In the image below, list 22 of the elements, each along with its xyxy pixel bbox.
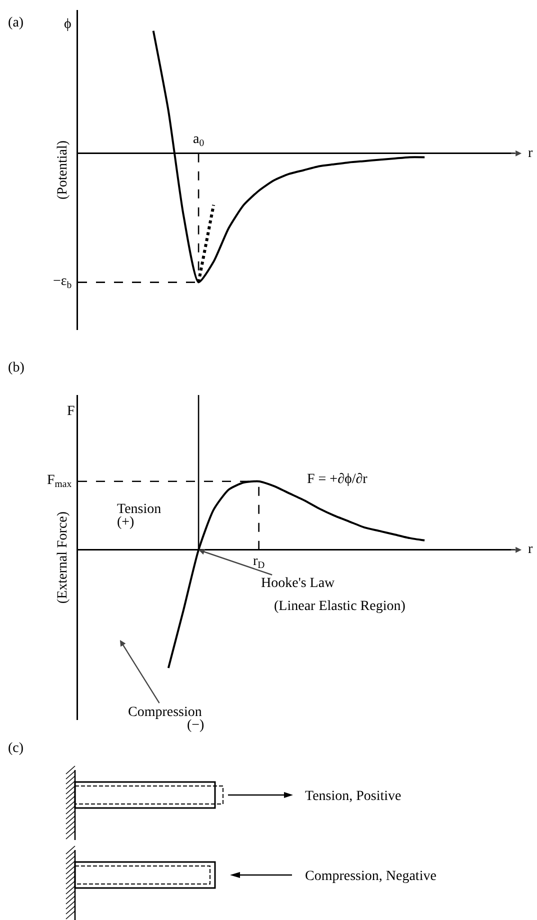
text: (−) bbox=[187, 718, 205, 733]
chart-title: (a) bbox=[8, 16, 24, 31]
text: F bbox=[67, 404, 75, 419]
annotation: (Linear Elastic Region) bbox=[274, 599, 406, 614]
text: r bbox=[528, 146, 533, 161]
ref-line-label: F$_{max}$ bbox=[47, 473, 72, 490]
annotation: F = +∂ϕ/∂r bbox=[307, 472, 368, 487]
text: r bbox=[528, 542, 533, 557]
annotation: a$_{0}$ bbox=[193, 132, 204, 149]
annotation: Tension bbox=[117, 502, 162, 517]
annotation: r$_{D}$ bbox=[253, 554, 265, 571]
ref-line-label: −ε$_{b}$ bbox=[53, 274, 72, 291]
chart-title: (b) bbox=[8, 360, 25, 376]
text: Compression bbox=[128, 705, 202, 720]
y-axis-title: (Potential) bbox=[55, 140, 70, 200]
text: Compression, Negative bbox=[305, 869, 436, 884]
text: Tension, Positive bbox=[305, 789, 402, 804]
annotation: (+) bbox=[117, 515, 135, 530]
annotation: Hooke's Law bbox=[261, 576, 336, 591]
text: (c) bbox=[8, 741, 24, 756]
y-axis-title: (External Force) bbox=[55, 511, 70, 604]
text: ϕ bbox=[64, 17, 72, 32]
